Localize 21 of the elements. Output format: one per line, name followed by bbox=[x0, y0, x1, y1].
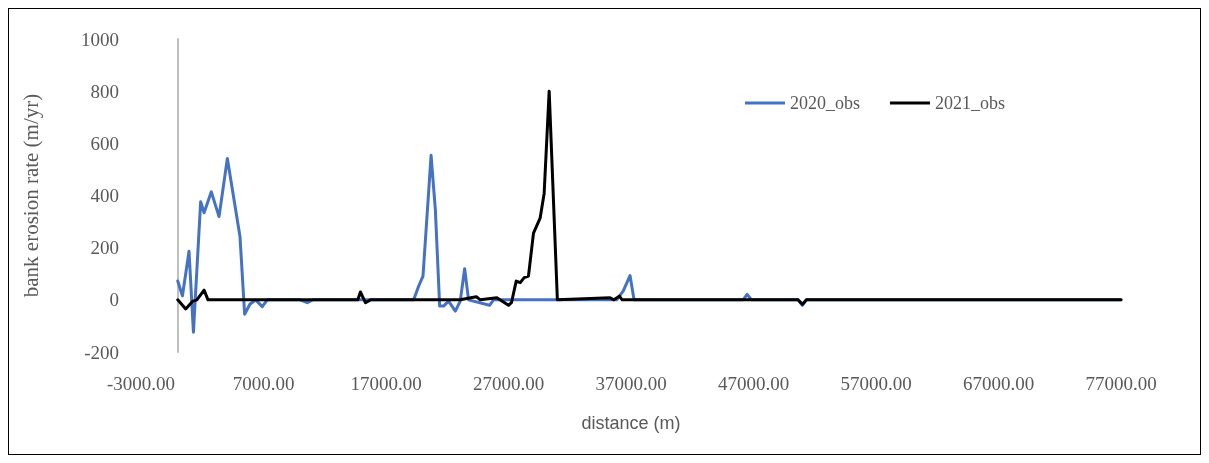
x-tick-label: 67000.00 bbox=[962, 373, 1035, 394]
x-tick-label: 37000.00 bbox=[595, 373, 667, 394]
x-axis-title: distance (m) bbox=[581, 413, 681, 433]
x-tick-label: 57000.00 bbox=[840, 373, 912, 394]
y-tick-label: 600 bbox=[90, 132, 119, 154]
y-tick-label: 800 bbox=[90, 80, 119, 102]
x-tick-label: 17000.00 bbox=[350, 373, 422, 394]
x-tick-label: 7000.00 bbox=[232, 373, 295, 394]
x-tick-label: 77000.00 bbox=[1085, 373, 1157, 394]
line-series bbox=[176, 89, 1123, 311]
y-tick-label: 1000 bbox=[81, 28, 119, 50]
x-tick-label: 47000.00 bbox=[717, 373, 790, 394]
legend-label: 2021_obs bbox=[935, 93, 1006, 113]
y-tick-label: 400 bbox=[90, 185, 119, 206]
x-tick-label: 27000.00 bbox=[472, 373, 545, 394]
y-tick-label: 0 bbox=[109, 289, 119, 311]
x-tick-label: -3000.00 bbox=[106, 373, 176, 394]
legend-label: 2020_obs bbox=[789, 93, 861, 113]
y-tick-label: -200 bbox=[84, 341, 119, 363]
y-axis-title: bank erosion rate (m/yr) bbox=[18, 93, 43, 298]
y-tick-label: 200 bbox=[90, 237, 119, 259]
